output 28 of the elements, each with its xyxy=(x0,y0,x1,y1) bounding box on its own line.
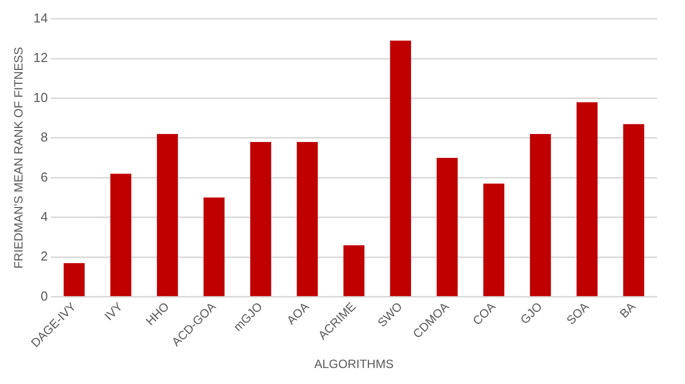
bar xyxy=(156,134,178,296)
y-tick-label: 0 xyxy=(40,288,48,304)
bar xyxy=(390,40,412,296)
bar xyxy=(250,142,272,296)
bar xyxy=(576,102,598,296)
bar xyxy=(64,263,85,296)
bar xyxy=(530,134,551,296)
bar xyxy=(296,142,318,296)
y-tick-label: 2 xyxy=(40,248,48,264)
x-tick-label: COA xyxy=(470,300,498,328)
y-tick-label: 6 xyxy=(40,169,48,184)
bar xyxy=(623,124,644,296)
bar xyxy=(110,174,132,296)
bar xyxy=(204,198,225,296)
x-tick-label: SOA xyxy=(564,300,592,328)
x-tick-label: IVY xyxy=(102,300,126,324)
y-tick-label: 10 xyxy=(33,90,48,105)
x-tick-label: BA xyxy=(616,300,638,321)
bar xyxy=(483,184,504,296)
y-tick-label: 4 xyxy=(40,209,48,224)
y-tick-label: 12 xyxy=(33,50,48,66)
y-tick-label: 8 xyxy=(40,130,48,145)
x-axis-title: ALGORITHMS xyxy=(314,357,394,372)
x-tick-label: GJO xyxy=(518,300,545,327)
y-tick-label: 14 xyxy=(33,10,48,26)
y-axis-title: FRIEDMAN'S MEAN RANK OF FITNESS xyxy=(12,47,26,269)
bar xyxy=(436,158,458,296)
bar xyxy=(343,245,364,296)
